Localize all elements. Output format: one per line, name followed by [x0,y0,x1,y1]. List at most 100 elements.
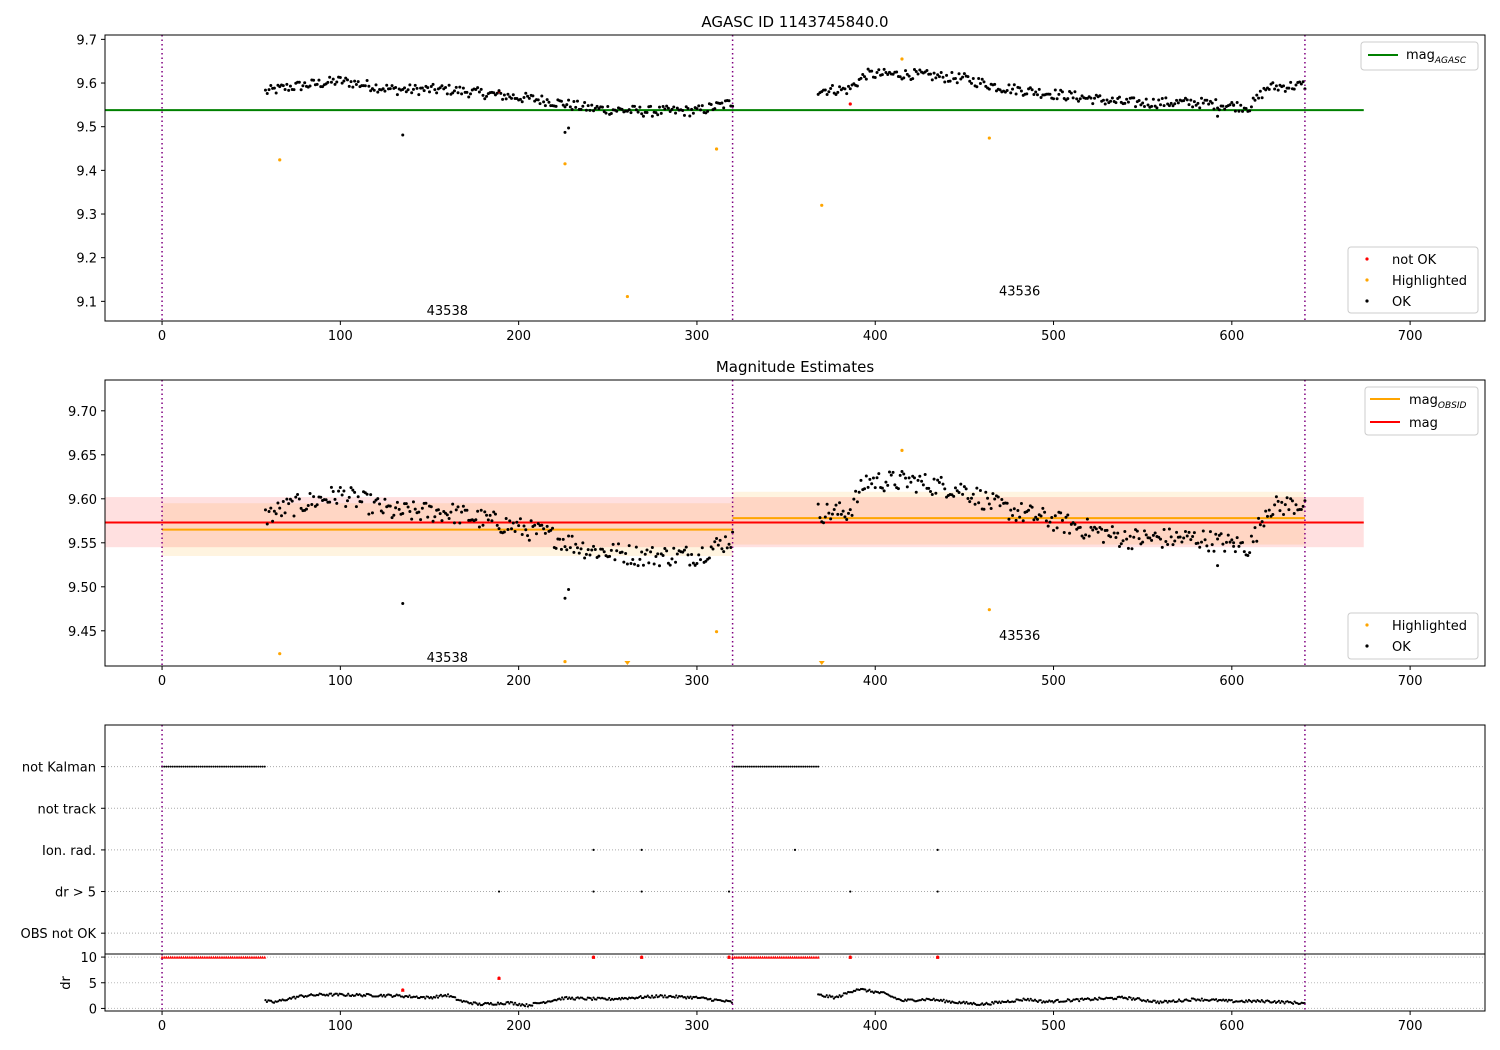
ok-point [1223,549,1227,553]
ok-point [272,509,276,513]
dr-point [606,998,609,1001]
ok-point [579,107,583,111]
ok-point [513,530,517,534]
dr-clipped-marker [201,955,205,959]
ok-point [540,523,544,527]
flag-point [205,765,208,768]
dr-point [618,996,621,1000]
dr-point [592,996,595,999]
ok-point [1273,503,1277,507]
ok-point [1043,510,1047,514]
y-tick-label: 9.2 [76,252,97,267]
dr-point [364,994,367,997]
dr-clipped-marker [261,955,265,959]
ok-point [891,72,895,76]
ok-point [568,105,572,109]
ok-point [977,77,981,81]
dr-point [626,997,629,1001]
ok-point [1035,517,1039,521]
dr-point [495,1003,498,1006]
ok-point [342,489,346,493]
flag-point [220,765,223,768]
ok-point [875,476,879,480]
dr-clipped-marker [186,955,190,959]
panel-1-legend-bottom: not OK Highlighted OK [1347,246,1479,314]
ok-point [1007,83,1011,87]
dr-point [996,1001,999,1005]
dr-point [845,992,848,995]
ok-point [1216,564,1220,568]
ok-point [404,502,408,506]
ok-point [852,497,856,501]
ok-point [1235,536,1239,540]
dr-clipped-marker [237,955,241,959]
ok-point [889,473,893,477]
x-tick-label: 300 [685,674,710,689]
highlighted-point [714,630,719,634]
ok-point [1285,496,1289,500]
ok-point [1191,105,1195,109]
ok-point [975,85,979,89]
ok-point [998,88,1002,92]
ok-point [880,486,884,490]
ok-point [1055,97,1059,101]
ok-point [329,485,333,489]
ok-point [1248,551,1252,555]
ok-point [1117,95,1121,99]
ok-point [641,563,645,567]
ok-point [263,508,267,512]
ok-point [517,524,521,528]
dr-point [561,996,564,999]
ok-point [269,506,273,510]
ok-point [1192,100,1196,104]
ok-point [1183,530,1187,534]
flag-point [936,890,939,893]
x-tick-label: 100 [328,1019,353,1034]
ok-point [413,83,417,87]
flag-point [216,765,219,768]
dr-point [506,1000,510,1004]
ok-point [941,75,945,79]
dr-point [1176,1000,1179,1003]
ok-point [337,489,341,493]
flag-point [804,765,807,768]
ok-point [927,486,931,490]
dr-point [712,999,715,1002]
ok-point [1205,98,1209,102]
panel-agasc: AGASC ID 1143745840.0 magAGASC not OK Hi… [76,13,1486,344]
ok-point [713,540,717,544]
ok-point [285,497,289,501]
ok-point [1044,519,1048,523]
ok-point [1175,530,1179,534]
ok-point [1278,509,1282,513]
ok-point [1235,100,1239,104]
flag-point [171,765,174,768]
dr-point [513,1001,517,1004]
ok-point [659,111,663,115]
ok-point [1267,508,1271,512]
dr-point [337,994,340,997]
dr-clipped-marker [799,955,803,959]
dr-point [526,1005,530,1008]
ok-point [1208,530,1212,534]
ok-point [363,84,367,88]
ok-point [411,87,415,91]
ok-point [281,499,285,503]
ok-point [308,491,312,495]
ok-point [570,534,574,538]
ok-point [923,473,927,477]
dr-point [508,1002,511,1005]
ok-point [1185,534,1189,538]
dr-point [511,1001,514,1004]
ok-point [1089,96,1093,100]
ok-point [572,99,576,103]
dr-point [902,1000,905,1003]
flag-point [212,765,215,768]
dr-clipped-marker [196,955,200,959]
dr-clipped-marker [164,955,168,959]
flag-point [787,765,790,768]
ok-point [401,133,405,137]
ok-point [567,587,571,591]
ok-point [904,476,908,480]
ok-point [843,87,847,91]
